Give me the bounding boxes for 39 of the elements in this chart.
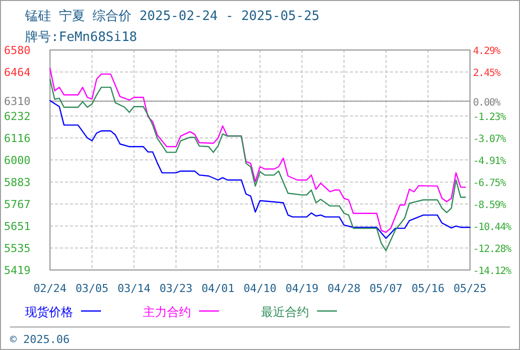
text: © 2025.06	[10, 333, 70, 346]
y2-tick-label: -8.59%	[473, 200, 506, 211]
y2-tick-label: -14.12%	[473, 266, 512, 277]
y2-tick-label: -4.91%	[473, 156, 506, 167]
legend-label: 现货价格	[25, 305, 73, 319]
x-tick-label: 02/24	[33, 282, 67, 295]
y2-tick-label: 2.45%	[473, 68, 501, 79]
chart-title: 锰硅 宁夏 综合价 2025-02-24 - 2025-05-25	[24, 8, 320, 24]
y2-tick-label: 0.00%	[473, 97, 501, 108]
x-tick-label: 03/23	[159, 282, 193, 295]
x-tick-label: 04/10	[243, 282, 277, 295]
y-tick-label: 6580	[4, 44, 30, 57]
y2-tick-label: -6.75%	[473, 178, 506, 189]
y2-tick-label: -1.23%	[473, 112, 506, 123]
y-tick-label: 6232	[4, 110, 30, 123]
x-tick-label: 04/19	[285, 282, 319, 295]
x-tick-label: 05/16	[411, 282, 445, 295]
x-tick-label: 05/07	[369, 282, 403, 295]
y-tick-label: 5535	[4, 242, 30, 256]
y-tick-label: 6116	[4, 132, 30, 145]
y-tick-label: 5651	[4, 220, 30, 234]
y-tick-label: 6464	[4, 66, 31, 79]
legend-label: 主力合约	[143, 305, 191, 319]
y-tick-label: 5883	[4, 176, 30, 190]
x-tick-label: 04/01	[201, 282, 235, 295]
y-tick-label: 6000	[4, 154, 30, 167]
x-tick-label: 04/28	[327, 282, 361, 295]
x-tick-label: 05/25	[453, 282, 487, 295]
y2-tick-label: -12.28%	[473, 244, 512, 256]
x-tick-label: 03/05	[75, 282, 109, 295]
chart-subtitle: 牌号:FeMn68Si18	[25, 30, 138, 45]
y-tick-label: 5767	[4, 198, 30, 212]
y2-tick-label: 4.29%	[473, 46, 501, 57]
y-tick-label: 5419	[4, 264, 30, 277]
y2-tick-label: -10.44%	[473, 222, 512, 234]
legend-label: 最近合约	[261, 305, 309, 319]
x-tick-label: 03/14	[117, 282, 151, 295]
y-tick-label: 6310	[4, 95, 30, 108]
y2-tick-label: -3.07%	[473, 134, 506, 145]
